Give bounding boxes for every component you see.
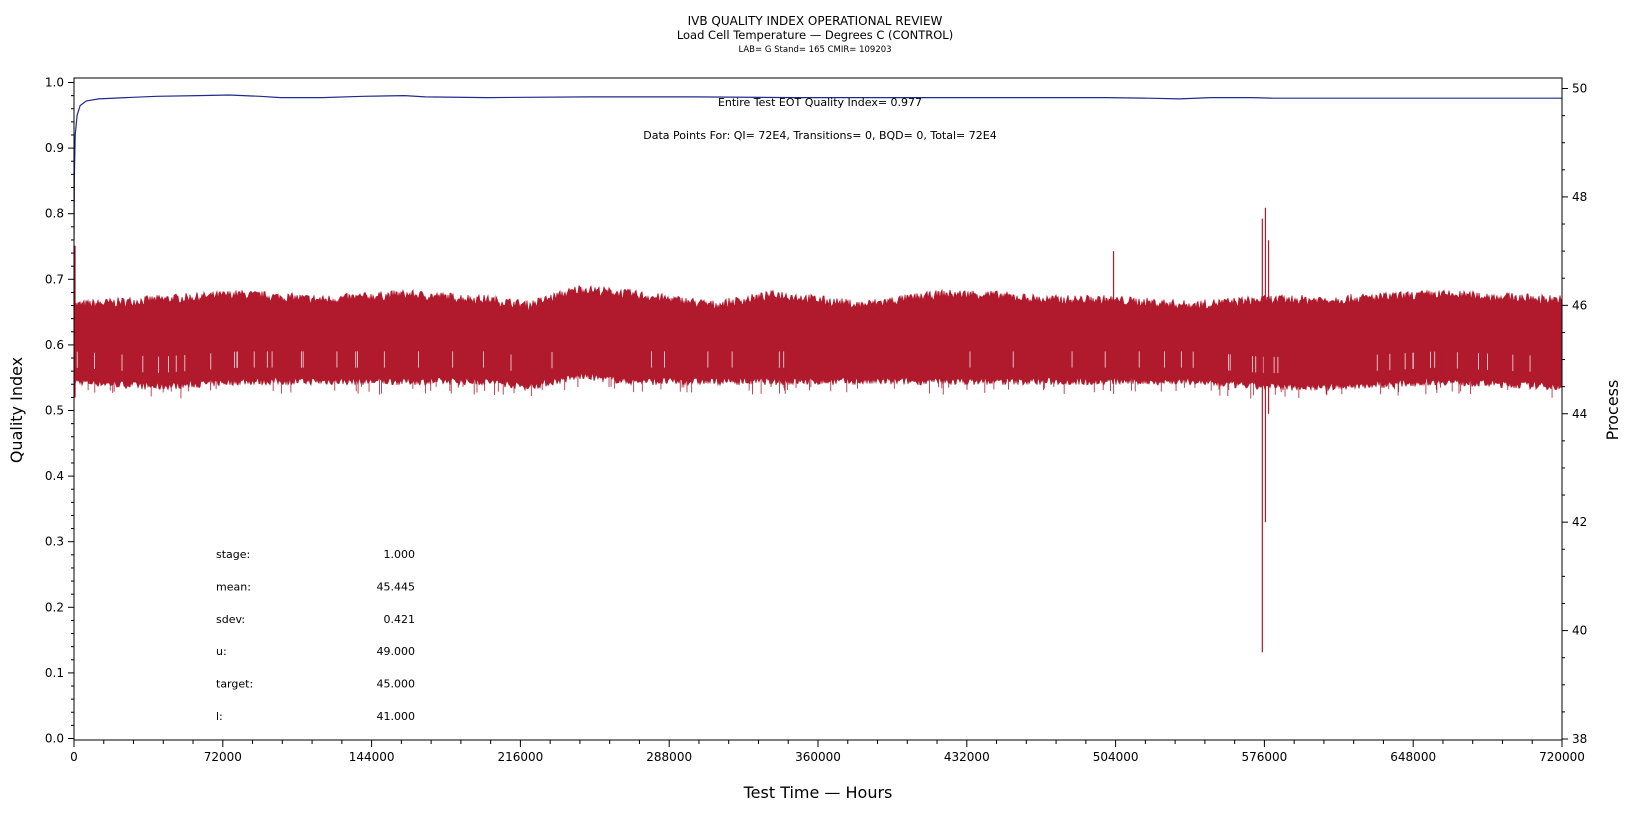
y-axis-left-label: Quality Index: [7, 357, 26, 463]
annotations: Entire Test EOT Quality Index= 0.977 Dat…: [643, 96, 996, 142]
stat-value: 0.421: [384, 613, 416, 626]
plot-frame: [73, 77, 1563, 741]
stat-value: 45.445: [377, 580, 416, 593]
plot-area: [73, 77, 1563, 741]
axes: 0 72000 144000 216000 288000 360000 432000 5040…: [45, 76, 1587, 765]
stat-label: target:: [216, 678, 253, 691]
chart-title: IVB QUALITY INDEX OPERATIONAL REVIEW: [688, 14, 943, 28]
y-right-tick-label: 46: [1572, 298, 1587, 312]
chart-subtitle: Load Cell Temperature — Degrees C (CONTR…: [677, 28, 953, 42]
y-left-tick-label: 0.9: [45, 141, 64, 155]
y-left-tick-label: 1.0: [45, 76, 64, 90]
x-tick-label: 288000: [646, 750, 692, 764]
x-tick-label: 432000: [944, 750, 990, 764]
quality-index-series-line: [74, 94, 1562, 240]
x-tick-label: 576000: [1241, 750, 1287, 764]
y-right-tick-label: 38: [1572, 732, 1587, 746]
x-tick-label: 360000: [795, 750, 841, 764]
y-right-tick-label: 50: [1572, 82, 1587, 96]
process-series-band: [74, 285, 1562, 392]
y-left-tick-label: 0.5: [45, 404, 64, 418]
series-layer: [74, 94, 1562, 653]
x-tick-label: 504000: [1093, 750, 1139, 764]
x-tick-label: 648000: [1390, 750, 1436, 764]
y-right-tick-label: 40: [1572, 624, 1587, 638]
eot-quality-index-note: Entire Test EOT Quality Index= 0.977: [718, 96, 922, 109]
y-right-tick-label: 44: [1572, 407, 1587, 421]
y-left-tick-label: 0.6: [45, 338, 64, 352]
stat-value: 41.000: [377, 710, 416, 723]
x-axis-label: Test Time — Hours: [743, 783, 893, 802]
y-left-tick-label: 0.3: [45, 535, 64, 549]
x-tick-label: 720000: [1539, 750, 1585, 764]
y-right-tick-label: 48: [1572, 190, 1587, 204]
x-tick-label: 216000: [497, 750, 543, 764]
data-points-note: Data Points For: QI= 72E4, Transitions= …: [643, 129, 996, 142]
y-right-tick-label: 42: [1572, 515, 1587, 529]
y-left-tick-label: 0.7: [45, 272, 64, 286]
stat-label: sdev:: [216, 613, 245, 626]
x-tick-label: 144000: [349, 750, 395, 764]
stat-label: l:: [216, 710, 223, 723]
x-tick-label: 0: [70, 750, 78, 764]
y-left-tick-label: 0.1: [45, 666, 64, 680]
chart-titles: IVB QUALITY INDEX OPERATIONAL REVIEW Loa…: [677, 14, 953, 55]
stat-label: stage:: [216, 548, 250, 561]
x-tick-label: 72000: [204, 750, 242, 764]
y-left-tick-label: 0.4: [45, 469, 64, 483]
stat-value: 49.000: [377, 645, 416, 658]
y-left-tick-label: 0.8: [45, 207, 64, 221]
stat-label: mean:: [216, 580, 251, 593]
stats-table: stage: 1.000 mean: 45.445 sdev: 0.421 u: 49.000…: [216, 548, 415, 723]
chart-subtitle-2: LAB= G Stand= 165 CMIR= 109203: [738, 45, 891, 55]
stat-value: 1.000: [384, 548, 416, 561]
y-left-tick-label: 0.0: [45, 732, 64, 746]
y-left-tick-label: 0.2: [45, 600, 64, 614]
y-axis-right-label: Process: [1603, 380, 1622, 441]
stat-value: 45.000: [377, 678, 416, 691]
stat-label: u:: [216, 645, 227, 658]
